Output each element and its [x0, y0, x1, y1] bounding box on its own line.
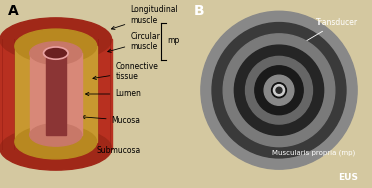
Polygon shape: [30, 53, 82, 135]
Text: Circular
muscle: Circular muscle: [108, 32, 160, 52]
Text: Muscularis propria (mp): Muscularis propria (mp): [272, 149, 355, 156]
Ellipse shape: [0, 127, 112, 170]
Ellipse shape: [30, 42, 82, 64]
Text: mp: mp: [167, 36, 180, 45]
Circle shape: [201, 11, 357, 169]
Circle shape: [273, 85, 285, 96]
Circle shape: [255, 66, 303, 115]
Polygon shape: [15, 46, 97, 142]
Ellipse shape: [30, 124, 82, 146]
Ellipse shape: [45, 48, 66, 58]
Text: Mucosa: Mucosa: [82, 115, 141, 125]
Polygon shape: [46, 53, 66, 135]
Circle shape: [234, 45, 324, 135]
Circle shape: [246, 56, 312, 124]
Circle shape: [212, 23, 346, 158]
Circle shape: [272, 83, 286, 98]
Text: Connective
tissue: Connective tissue: [93, 62, 158, 81]
Polygon shape: [44, 48, 67, 59]
Ellipse shape: [15, 125, 97, 159]
Text: Lumen: Lumen: [86, 89, 141, 99]
Circle shape: [276, 87, 282, 93]
Text: B: B: [193, 4, 204, 18]
Text: Transducer: Transducer: [290, 18, 358, 51]
Text: EUS: EUS: [339, 174, 359, 183]
Polygon shape: [0, 39, 112, 149]
Ellipse shape: [15, 29, 97, 63]
Ellipse shape: [0, 18, 112, 61]
Text: Longitudinal
muscle: Longitudinal muscle: [111, 5, 178, 30]
Text: A: A: [7, 4, 18, 18]
Text: Submucosa: Submucosa: [69, 142, 141, 155]
Circle shape: [264, 75, 294, 105]
Circle shape: [223, 34, 335, 147]
